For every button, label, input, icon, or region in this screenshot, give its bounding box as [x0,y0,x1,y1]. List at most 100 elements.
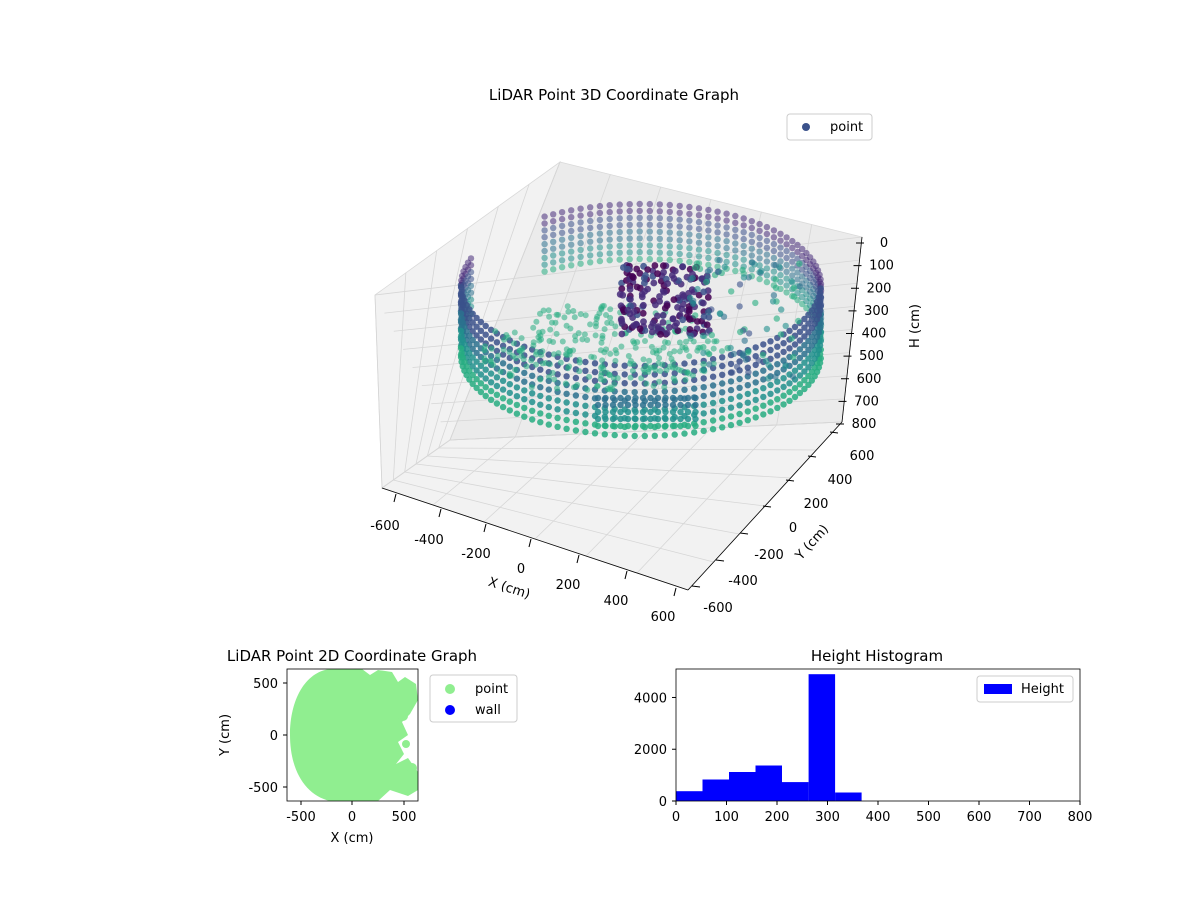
chart-3d-point [732,240,739,247]
chart-3d-point [774,343,781,350]
chart-3d-point [632,422,639,430]
chart-3d-point [796,381,804,388]
chart-3d-ztick: 500 [859,349,884,364]
chart-3d-point [457,319,465,326]
chart-3d-xtick: 400 [604,594,629,609]
chart-3d-point [801,315,808,323]
chart-3d-point [596,209,604,217]
chart-3d-point [748,238,755,245]
chart-3d-point [686,245,693,252]
chart-3d-point [597,347,604,354]
histogram-bars [676,674,862,801]
chart-3d-point [629,273,636,280]
chart-3d-point [656,235,663,242]
chart-3d-point [660,288,668,296]
chart-3d-point [695,212,703,219]
chart-3d-point [817,280,825,288]
chart-3d-point [572,392,580,399]
chart-3d-point [783,289,790,296]
chart-3d-point [563,416,570,424]
chart-3d-point [752,379,759,386]
chart-2d-x-ticks: -500 0 500 [286,801,416,825]
chart-3d-point [752,344,759,351]
chart-3d-point [582,312,589,319]
chart-3d-point [473,314,480,322]
histogram-bar [729,772,756,801]
chart-3d-point [770,227,778,234]
chart-3d-point [671,267,679,275]
chart-3d-point [528,357,535,364]
chart-3d-point [692,401,699,409]
chart-3d-point [488,345,495,352]
chart-3d-point [636,248,643,256]
chart-3d-point [723,238,730,245]
chart-3d-point [714,215,721,222]
chart-3d-point [537,376,544,383]
chart-3d-point [669,422,677,430]
chart-3d-point [618,285,626,293]
chart-3d-point [541,261,548,268]
chart-3d-point [545,351,552,358]
chart-3d-point [630,322,638,329]
chart-3d-point [616,222,623,229]
chart-3d-point [783,247,790,255]
chart-3d-point [700,288,707,296]
chart-3d-point [662,339,668,346]
legend-label: point [830,120,863,135]
chart-3d-point [654,415,662,423]
chart-3d-point [803,249,810,257]
chart-3d-point [490,361,497,368]
chart-3d-point [473,349,480,357]
chart-3d-point [687,332,694,340]
chart-3d-point [736,375,743,383]
chart-3d-point [547,326,554,333]
chart-3d-point [513,401,521,409]
chart-3d-point [654,422,662,430]
chart-3d-point [729,369,736,376]
chart-3d-point [796,389,804,397]
chart-3d-point [607,350,614,357]
chart-3d-point [537,419,544,426]
chart-3d-point [646,255,653,263]
chart-3d-point [700,361,707,368]
chart-3d-point [582,358,589,366]
chart-3d-point [774,396,781,403]
chart-3d-point [716,310,724,317]
chart-3d-point [801,324,808,331]
chart-3d-point [601,431,608,438]
chart-3d-point [670,359,676,366]
chart-3d-point [700,419,707,426]
chart-3d-point [752,299,759,307]
chart-3d-point [529,416,536,423]
chart-3d-point [594,422,602,430]
chart-3d-point [660,262,667,270]
chart-3d-point [617,415,624,423]
chart-3d-point [770,268,778,275]
chart-3d-point [755,357,762,364]
chart-3d-point [511,329,518,336]
chart-3d-point [647,422,654,430]
chart-3d-point [473,332,480,339]
histogram-ytick: 2000 [634,743,667,758]
chart-3d-point [745,330,753,337]
chart-3d-point [686,353,693,360]
chart-3d-point [541,247,548,255]
chart-3d-point [700,349,707,357]
chart-3d-ztick: 400 [862,327,887,342]
chart-3d-point [602,415,609,423]
chart-3d-point [789,272,796,279]
chart-3d-point [541,213,548,220]
chart-3d-point [777,230,784,237]
chart-3d-point [487,335,495,342]
chart-3d-point [684,422,692,430]
chart-3d-point [648,328,656,336]
chart-3d-point [594,394,602,402]
chart-3d-point [769,298,777,305]
chart-3d-point [794,255,801,262]
chart-3d-point [550,224,557,232]
chart-3d-point [748,245,755,252]
chart-3d-point [636,255,643,263]
chart-3d-point [770,247,778,255]
chart-3d-point [772,262,779,269]
chart-3d-point [487,357,494,364]
